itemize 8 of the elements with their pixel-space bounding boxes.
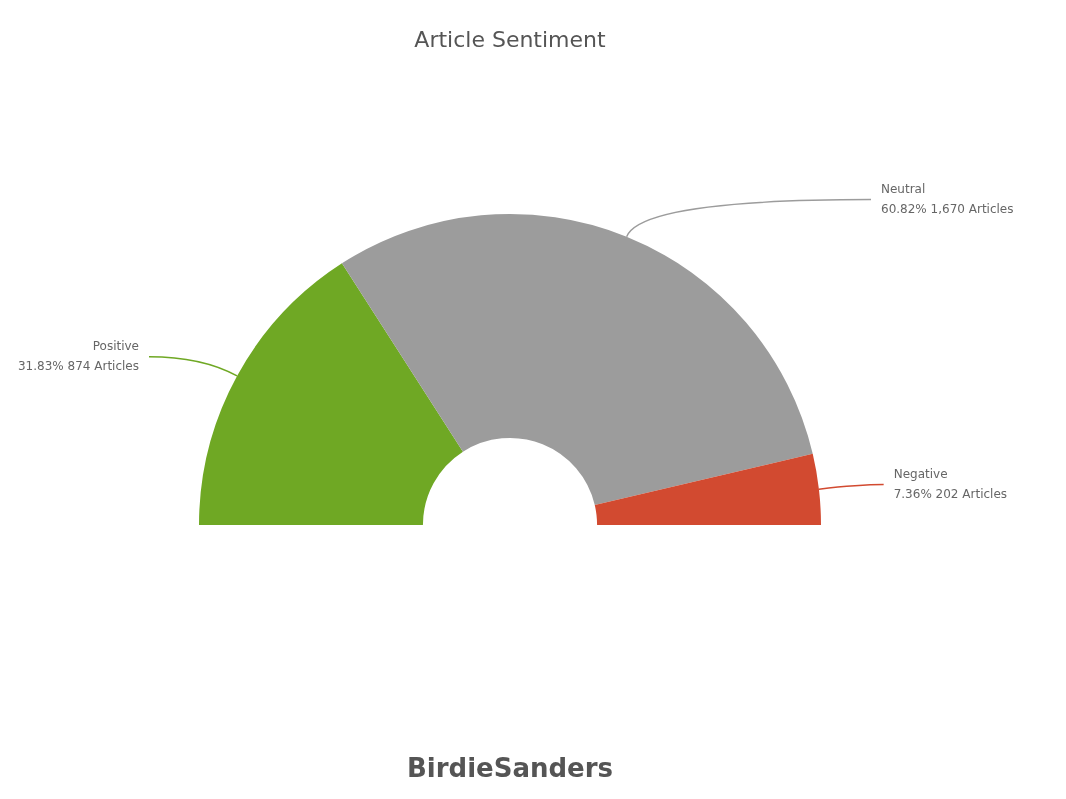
slice-label: Positive xyxy=(92,338,139,353)
data-label: 60.82% 1,670 Articles xyxy=(881,201,1014,216)
slice-label: Neutral xyxy=(881,181,926,196)
slice-label: Negative xyxy=(893,466,948,481)
chart-title: Article Sentiment xyxy=(414,26,607,52)
data-label: 7.36% 202 Articles xyxy=(893,486,1008,501)
data-label: 31.83% 874 Articles xyxy=(17,358,139,373)
text: BirdieSanders xyxy=(406,752,614,783)
